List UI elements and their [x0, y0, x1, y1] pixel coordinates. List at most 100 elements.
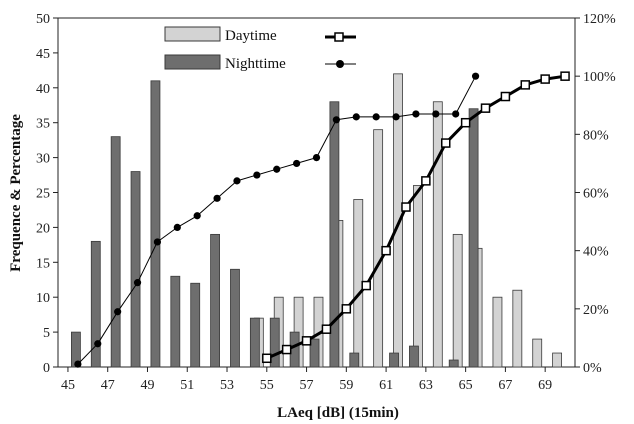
daytime-cumulative-point — [301, 336, 312, 346]
x-tick-label: 49 — [140, 378, 154, 393]
legend-daytime-bar-swatch — [164, 26, 221, 42]
daytime-cumulative-point — [341, 304, 352, 314]
nighttime-cumulative-point — [372, 113, 380, 121]
y-left-tick-label: 35 — [36, 117, 50, 132]
x-tick-label: 57 — [300, 378, 314, 393]
daytime-cumulative-point — [401, 202, 411, 212]
daytime-cumulative-point — [540, 74, 550, 84]
y-right-tick-label: 0% — [583, 361, 602, 376]
nighttime-bar — [190, 282, 201, 368]
nighttime-bar — [349, 352, 360, 368]
nighttime-cumulative-point — [233, 177, 241, 185]
y-left-tick-label: 5 — [43, 326, 50, 341]
daytime-bar — [452, 233, 463, 368]
daytime-cumulative-point — [321, 324, 332, 334]
x-tick-label: 47 — [101, 378, 115, 393]
nighttime-cumulative-point — [173, 223, 181, 231]
x-tick-label: 45 — [61, 378, 75, 393]
legend: Daytime Nighttime — [164, 26, 356, 72]
x-tick-label: 55 — [260, 378, 274, 393]
nighttime-bar — [170, 275, 181, 368]
nighttime-bar — [150, 80, 161, 368]
nighttime-cumulative-point — [471, 72, 480, 80]
legend-daytime-label: Daytime — [225, 28, 277, 44]
y-right-tick-label: 100% — [583, 70, 616, 85]
y-right-tick-label: 60% — [583, 187, 609, 202]
y-left-tick-label: 50 — [36, 12, 50, 27]
daytime-cumulative-point — [421, 176, 431, 186]
y-left-tick-label: 25 — [36, 187, 50, 202]
nighttime-bar — [110, 136, 121, 368]
x-axis-title: LAeq [dB] (15min) — [277, 405, 399, 421]
daytime-cumulative-point — [262, 353, 272, 364]
daytime-cumulative-point — [520, 80, 531, 90]
nighttime-bar — [389, 352, 399, 368]
nighttime-bar — [289, 331, 300, 368]
nighttime-cumulative-point — [352, 113, 360, 121]
y-left-tick-label: 30 — [36, 152, 50, 167]
x-tick-label: 53 — [220, 378, 234, 393]
y-left-tick-label: 40 — [36, 82, 50, 97]
nighttime-bar — [468, 108, 479, 368]
daytime-bar — [373, 129, 384, 368]
axis-ticks-layer: 0 5 10 15 20 25 30 35 40 45 50 0% 20% 40% 60% 80% 100% 12… — [36, 12, 616, 393]
nighttime-cumulative-point — [412, 110, 420, 118]
y-left-tick-label: 0 — [43, 361, 50, 376]
daytime-cumulative-point — [460, 117, 471, 128]
nighttime-bar — [249, 317, 260, 368]
daytime-cumulative-point — [500, 91, 511, 102]
bars-layer — [70, 73, 563, 368]
nighttime-cumulative-point — [153, 238, 162, 246]
nighttime-bar — [448, 359, 459, 368]
nighttime-cumulative-point — [452, 110, 460, 118]
daytime-cumulative-point — [361, 280, 371, 291]
y-right-tick-label: 20% — [583, 303, 609, 318]
y-left-tick-label: 10 — [36, 291, 50, 306]
nighttime-cumulative-point — [273, 165, 281, 173]
y-left-tick-label: 20 — [36, 221, 50, 236]
y-axis-title: Frequence & Percentage — [8, 114, 24, 272]
legend-nighttime-label: Nighttime — [225, 56, 286, 72]
daytime-cumulative-line — [266, 74, 566, 360]
daytime-bar — [532, 338, 543, 368]
daytime-bar — [552, 352, 563, 368]
x-tick-label: 63 — [419, 378, 433, 393]
x-tick-label: 61 — [379, 378, 393, 393]
nighttime-cumulative-point — [312, 154, 321, 162]
nighttime-cumulative-point — [332, 116, 340, 124]
daytime-bar — [492, 296, 503, 368]
legend-nighttime-bar-swatch — [164, 54, 221, 70]
nighttime-cumulative-point — [392, 113, 400, 121]
nighttime-bar — [210, 233, 220, 368]
legend-nighttime-marker — [336, 60, 344, 68]
nighttime-cumulative-point — [114, 308, 122, 316]
nighttime-cumulative-point — [293, 159, 301, 168]
daytime-cumulative-point — [560, 71, 570, 81]
x-tick-label: 51 — [180, 378, 194, 393]
nighttime-cumulative-point — [432, 110, 440, 118]
nighttime-bar — [269, 317, 280, 368]
nighttime-cumulative-point — [253, 171, 261, 179]
daytime-bar — [413, 185, 423, 368]
nighttime-cumulative-point — [213, 194, 221, 202]
nighttime-bar — [309, 338, 320, 368]
nighttime-bar — [130, 171, 141, 368]
y-right-tick-label: 80% — [583, 128, 609, 143]
legend-daytime-marker — [334, 32, 344, 42]
nighttime-cumulative-point — [133, 279, 142, 287]
nighttime-cumulative-point — [94, 340, 102, 348]
nighttime-bar — [90, 240, 101, 368]
nighttime-bar — [409, 345, 419, 368]
daytime-cumulative-point — [381, 245, 391, 256]
daytime-bar — [512, 289, 523, 368]
daytime-cumulative-point — [480, 103, 491, 113]
nighttime-bar — [329, 101, 340, 368]
x-tick-label: 69 — [538, 378, 552, 393]
x-tick-label: 67 — [498, 378, 512, 393]
daytime-bar — [353, 199, 364, 368]
y-left-tick-label: 45 — [36, 47, 50, 62]
nighttime-cumulative-point — [193, 212, 201, 220]
x-tick-label: 65 — [459, 378, 473, 393]
daytime-cumulative-point — [441, 138, 451, 148]
daytime-cumulative-point — [281, 344, 292, 355]
